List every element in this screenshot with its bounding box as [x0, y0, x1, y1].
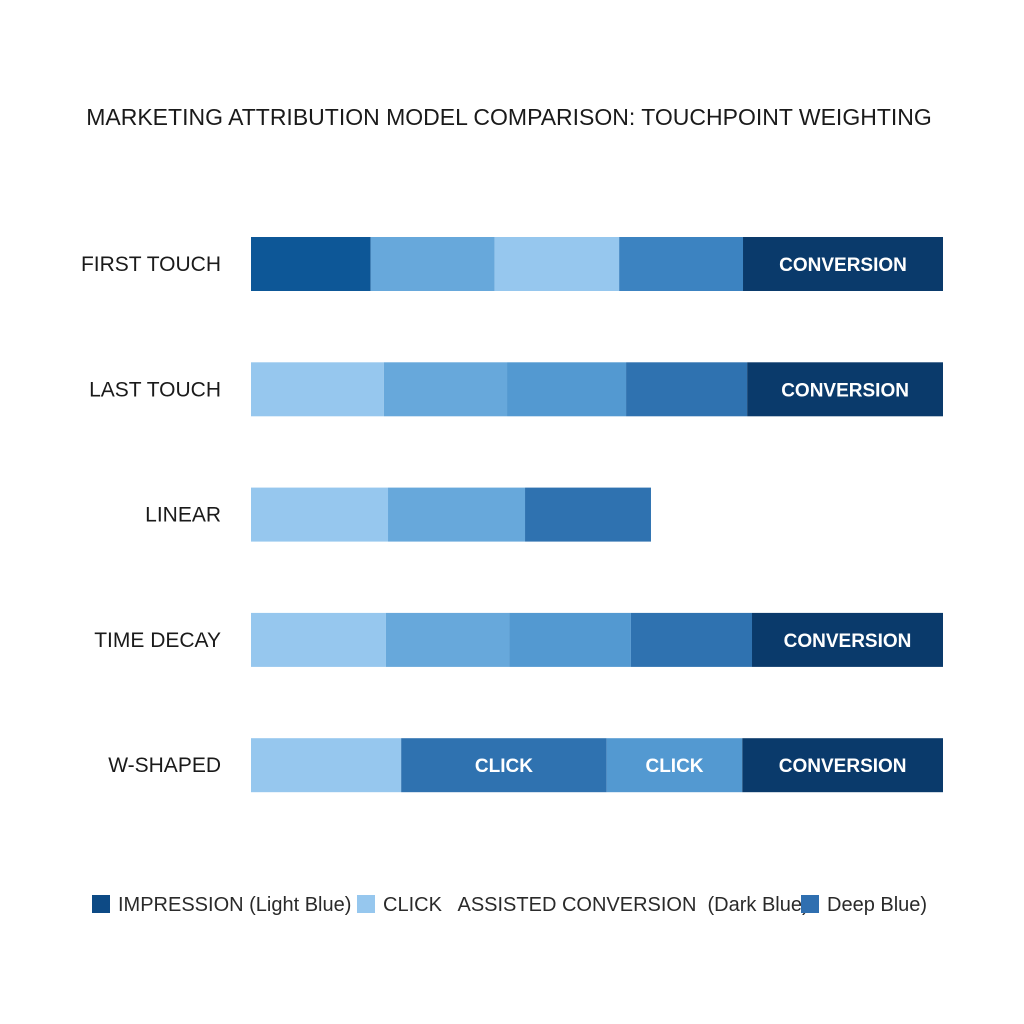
legend-label: Deep Blue) [827, 894, 927, 916]
bar-row: FIRST TOUCH CONVERSION [81, 237, 943, 291]
row-label: LINEAR [145, 504, 221, 527]
bar-segment [630, 612, 753, 667]
row-label: LAST TOUCH [89, 378, 221, 401]
segment-label: CONVERSION [784, 631, 912, 652]
bar-row: LAST TOUCH CONVERSION [89, 362, 943, 417]
legend-item: Deep Blue) [801, 894, 927, 916]
bar-segment [388, 487, 526, 542]
bar-segment [251, 612, 386, 667]
legend: IMPRESSION (Light Blue) CLICK ASSISTED CO… [92, 894, 927, 916]
bar-row: TIME DECAY CONVERSION [94, 612, 943, 667]
bar-segment [619, 237, 744, 291]
bar-rows: FIRST TOUCH CONVERSION LAST TOUCH CONVERSIO… [81, 237, 943, 793]
bar-segment [626, 362, 748, 417]
bar-segment [251, 738, 402, 793]
bar-segment [743, 237, 943, 291]
row-label: TIME DECAY [94, 629, 221, 652]
bar-segment [747, 362, 943, 417]
row-label: FIRST TOUCH [81, 253, 221, 276]
bar-segment [401, 738, 607, 793]
bar-segment [525, 487, 651, 542]
bar-segment [494, 237, 620, 291]
bar-segment [385, 612, 510, 667]
segment-label: CONVERSION [779, 255, 907, 276]
legend-label: IMPRESSION (Light Blue) [118, 894, 351, 916]
bar-segment [251, 237, 371, 291]
segment-label: CLICK [475, 756, 533, 777]
bar-segment [507, 362, 627, 417]
row-label: W-SHAPED [108, 754, 221, 777]
bar-segment [251, 362, 384, 417]
legend-swatch [801, 895, 819, 913]
bar-segment [383, 362, 508, 417]
legend-label: CLICK ASSISTED CONVERSION (Dark Blue) [383, 894, 809, 916]
bar-row: W-SHAPED CLICK CLICK CONVERSION [108, 738, 943, 793]
segment-label: CONVERSION [781, 380, 909, 401]
bar-segment [509, 612, 631, 667]
segment-label: CONVERSION [779, 756, 907, 777]
legend-swatch [357, 895, 375, 913]
legend-item: CLICK ASSISTED CONVERSION (Dark Blue) [357, 894, 809, 916]
bar-segment [606, 738, 743, 793]
legend-item: IMPRESSION (Light Blue) [92, 894, 351, 916]
bar-segment [251, 487, 389, 542]
chart-title: MARKETING ATTRIBUTION MODEL COMPARISON: … [86, 104, 932, 130]
legend-swatch [92, 895, 110, 913]
bar-segment [752, 612, 943, 667]
bar-segment [742, 738, 943, 793]
bar-segment [370, 237, 495, 291]
bar-row: LINEAR [145, 487, 651, 542]
segment-label: CLICK [645, 756, 703, 777]
